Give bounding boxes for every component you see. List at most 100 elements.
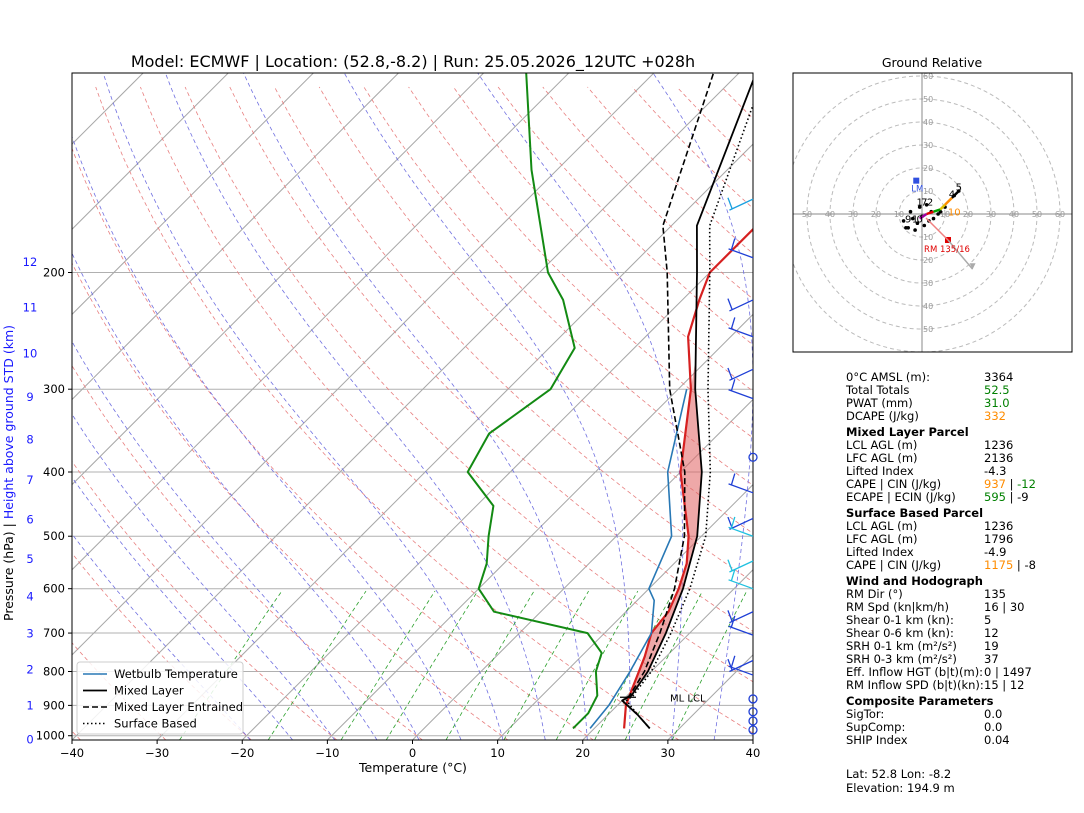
isotherm-line: [497, 483, 753, 740]
hodograph-trace-segment: [951, 190, 960, 199]
hodograph-ring-label: 10: [940, 210, 950, 219]
lat-lon: Lat: 52.8 Lon: -8.2: [846, 767, 952, 781]
elevation: Elevation: 194.9 m: [846, 781, 955, 795]
hodograph: Ground Relative 50 40 30 20 10 10 20 30 40 50 6010…: [792, 55, 1073, 353]
param-row: Eff. Inflow HGT (b|t)(m): 0 | 1497: [846, 666, 1076, 679]
hodograph-point: [915, 221, 920, 225]
wind-barb-staff: [729, 659, 754, 673]
dry-adiabat: [72, 364, 423, 740]
skew-t-axes: −40 −30 −20 −10 0 10 20 30 401000900800700600500…: [23, 255, 761, 760]
moist-adiabat: [72, 252, 420, 740]
y-tick-label: 500: [43, 529, 65, 543]
height-tick-label: 1: [26, 698, 33, 712]
param-value-part: 3364: [984, 370, 1014, 384]
param-value-part: 37: [984, 652, 999, 666]
dry-adiabat: [184, 86, 753, 683]
wind-barb-staff: [729, 198, 754, 211]
param-value: -4.9: [984, 546, 1006, 559]
dry-adiabat: [72, 460, 338, 740]
param-value-part: 937: [984, 477, 1006, 491]
param-value: 595 | -9: [984, 491, 1029, 504]
skew-t-plot: ML LCL −40 −30 −20 −10 0 10 20 30 40100090080070…: [1, 72, 849, 775]
moist-adiabat: [343, 73, 631, 740]
isotherm-line: [72, 73, 314, 316]
wind-barb: [728, 655, 754, 676]
storm-motion-label: LM: [911, 185, 923, 195]
wind-barb: [728, 615, 754, 636]
param-label: PWAT (mm): [846, 396, 913, 410]
isotherm-line: [72, 73, 740, 740]
wind-barb-flag: [727, 197, 733, 210]
moist-adiabat: [757, 73, 849, 740]
x-tick-label: 30: [661, 746, 676, 760]
height-tick-label: 4: [26, 589, 33, 603]
mixing-ratio-line: [503, 590, 589, 740]
param-label: Lifted Index: [846, 545, 914, 559]
y-axis-label: Pressure (hPa) | Height above ground STD…: [1, 325, 16, 621]
height-tick-label: 10: [23, 346, 38, 360]
param-label: SHIP Index: [846, 733, 908, 747]
isotherm-line: [327, 313, 753, 740]
param-value-part: |: [1005, 477, 1018, 491]
param-value-part: 0.04: [984, 733, 1010, 747]
height-tick-label: 7: [26, 473, 33, 487]
mixing-ratio-line: [385, 590, 479, 740]
x-tick-label: 10: [490, 746, 505, 760]
hodograph-height-label: 4: [949, 189, 955, 200]
hodograph-height-label: 2: [927, 197, 933, 208]
param-row: DCAPE (J/kg) 332: [846, 410, 1076, 423]
param-value-part: 1236: [984, 438, 1014, 452]
param-value-part: 5: [984, 613, 992, 627]
wind-barb-staff: [728, 327, 754, 338]
wind-barbs: [727, 73, 758, 740]
moist-adiabat: [243, 73, 588, 740]
hodograph-frame: [792, 72, 1073, 353]
param-value: 0.0: [984, 721, 1002, 734]
param-row: LFC AGL (m) 1796: [846, 533, 1076, 546]
height-tick-label: 2: [26, 663, 33, 677]
isotherm-line: [582, 569, 753, 740]
wind-barb: [727, 197, 754, 211]
y-axis-label-pressure: Pressure (hPa): [1, 531, 16, 621]
param-value: 1175 | -8: [984, 559, 1036, 572]
hodograph-point: [936, 212, 940, 216]
param-row: CAPE | CIN (J/kg) 937 | -12: [846, 478, 1076, 491]
height-tick-label: 0: [26, 732, 33, 746]
param-value: 0 | 1497: [984, 666, 1032, 679]
y-tick-label: 200: [43, 265, 65, 279]
param-section-heading: Surface Based Parcel: [846, 506, 984, 520]
param-row: Lifted Index -4.3: [846, 465, 1076, 478]
param-value: 52.5: [984, 384, 1010, 397]
wind-barb-flag: [727, 298, 733, 310]
x-tick-label: −40: [60, 746, 84, 760]
cape-area: [631, 364, 702, 696]
param-value-part: -12: [1017, 477, 1036, 491]
hodograph-height-label: 10: [948, 208, 961, 219]
mixing-ratio-line: [594, 590, 675, 740]
hodograph-height-label: 7: [921, 197, 927, 208]
param-row: SupComp: 0.0: [846, 721, 1076, 734]
param-value: 332: [984, 410, 1006, 423]
y-axis-label-text: Pressure (hPa) | Height above ground STD…: [1, 325, 16, 621]
y-tick-label: 600: [43, 582, 65, 596]
isotherm-line: [72, 73, 484, 486]
legend-entry: Surface Based: [114, 717, 197, 731]
param-label: LFC AGL (m): [846, 532, 918, 546]
param-label: Lifted Index: [846, 464, 914, 478]
hodograph-ring-label: 20: [963, 210, 973, 219]
param-row: LCL AGL (m) 1236: [846, 520, 1076, 533]
param-value-part: 19: [984, 639, 999, 653]
wind-barb-staff: [728, 579, 754, 590]
y-axis-label-separator: |: [1, 519, 16, 531]
wind-barb-flag: [727, 610, 733, 622]
hodograph-ring-label: 10: [923, 187, 933, 196]
hodograph-trace-segment: [926, 210, 934, 216]
isotherm-line: [241, 228, 753, 740]
isotherm-line: [72, 73, 655, 656]
hodograph-ring-label: 10: [923, 233, 933, 242]
param-row: SRH 0-3 km (m²/s²) 37: [846, 653, 1076, 666]
hodograph-height-label: 1: [912, 215, 918, 226]
x-tick-label: 20: [575, 746, 590, 760]
moist-adiabat: [165, 73, 546, 740]
storm-motion-marker: [913, 177, 920, 184]
